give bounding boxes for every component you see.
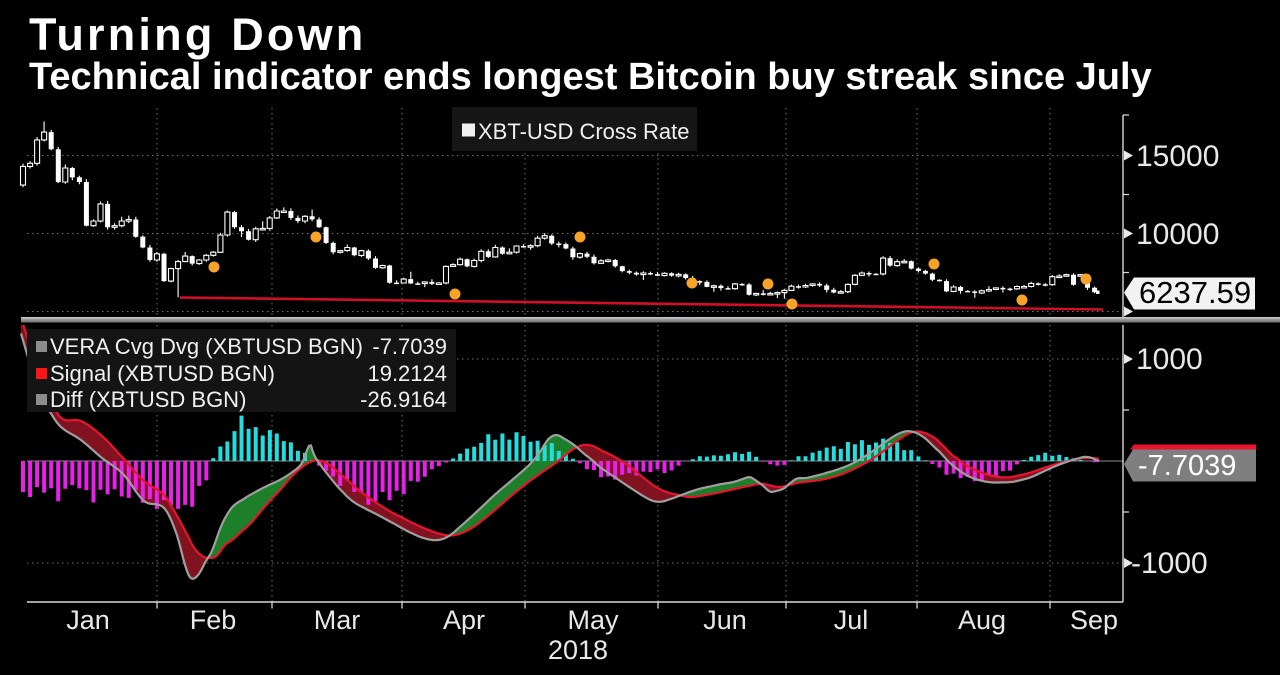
svg-text:Sep: Sep — [1070, 605, 1118, 635]
svg-text:Mar: Mar — [314, 605, 361, 635]
svg-text:2018: 2018 — [548, 635, 608, 665]
svg-text:-26.9164: -26.9164 — [360, 387, 447, 412]
svg-text:-7.7039: -7.7039 — [372, 334, 447, 359]
svg-text:VERA Cvg Dvg (XBTUSD BGN): VERA Cvg Dvg (XBTUSD BGN) — [50, 334, 363, 359]
svg-text:Aug: Aug — [958, 605, 1006, 635]
svg-text:XBT-USD Cross Rate: XBT-USD Cross Rate — [478, 119, 690, 144]
svg-text:1000: 1000 — [1136, 343, 1203, 376]
svg-text:6237.59: 6237.59 — [1139, 275, 1251, 310]
svg-text:Signal (XBTUSD BGN): Signal (XBTUSD BGN) — [50, 361, 275, 386]
svg-text:-7.7039: -7.7039 — [1138, 450, 1236, 482]
svg-text:Turning Down: Turning Down — [29, 9, 367, 60]
svg-text:10000: 10000 — [1136, 218, 1219, 251]
svg-text:15000: 15000 — [1136, 140, 1219, 173]
svg-text:May: May — [567, 605, 619, 635]
svg-text:Jul: Jul — [834, 605, 869, 635]
svg-text:-1000: -1000 — [1131, 547, 1208, 580]
svg-text:Apr: Apr — [443, 605, 485, 635]
svg-text:Jun: Jun — [703, 605, 747, 635]
svg-text:19.2124: 19.2124 — [367, 361, 447, 386]
svg-text:Jan: Jan — [66, 605, 110, 635]
svg-text:Technical indicator ends longe: Technical indicator ends longest Bitcoin… — [29, 56, 1152, 98]
svg-text:Diff (XBTUSD BGN): Diff (XBTUSD BGN) — [50, 387, 246, 412]
svg-text:Feb: Feb — [190, 605, 237, 635]
